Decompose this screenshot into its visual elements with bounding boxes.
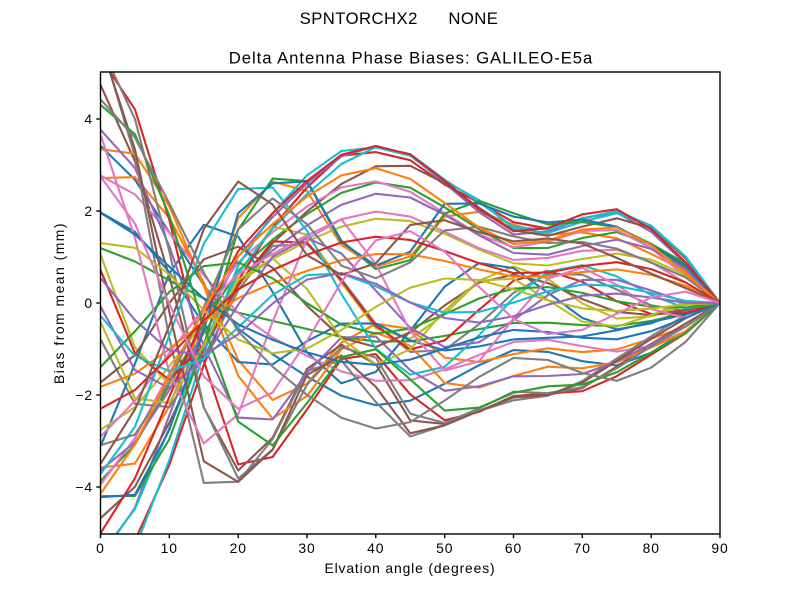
svg-text:10: 10 [161,540,178,556]
svg-text:Bias from mean (mm): Bias from mean (mm) [51,222,67,384]
svg-text:Delta Antenna Phase Biases: GA: Delta Antenna Phase Biases: GALILEO-E5a [229,49,594,68]
svg-text:−4: −4 [75,479,93,495]
svg-text:0: 0 [84,295,93,311]
svg-text:2: 2 [84,203,93,219]
svg-text:60: 60 [505,540,522,556]
svg-text:0: 0 [96,540,105,556]
svg-text:30: 30 [298,540,315,556]
svg-text:−2: −2 [75,387,93,403]
svg-text:90: 90 [711,540,728,556]
svg-text:SPNTORCHX2 NONE: SPNTORCHX2 NONE [300,9,499,28]
svg-text:70: 70 [574,540,591,556]
svg-text:Elvation angle (degrees): Elvation angle (degrees) [325,560,496,576]
svg-text:4: 4 [84,111,93,127]
svg-text:80: 80 [643,540,660,556]
svg-text:40: 40 [367,540,384,556]
svg-text:20: 20 [230,540,247,556]
svg-text:50: 50 [436,540,453,556]
